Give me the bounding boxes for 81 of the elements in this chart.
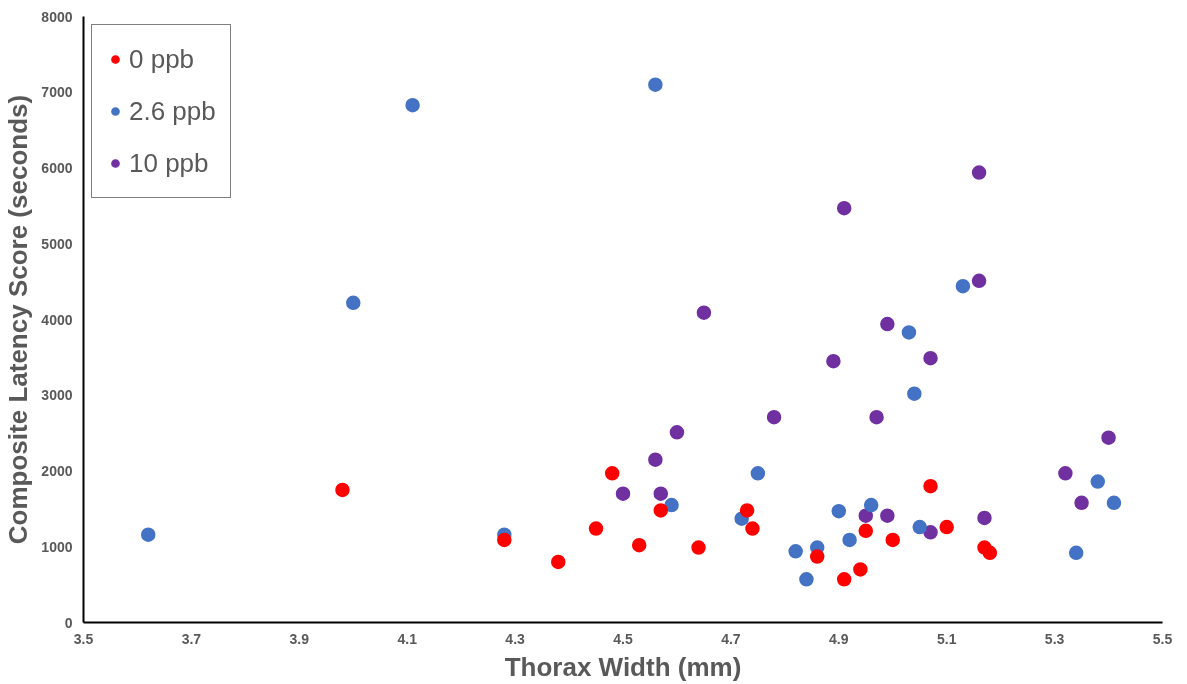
y-tick-label: 0 bbox=[64, 614, 73, 631]
point bbox=[750, 466, 766, 481]
point bbox=[405, 97, 420, 113]
point bbox=[901, 325, 917, 340]
point bbox=[604, 466, 620, 481]
point bbox=[631, 538, 647, 553]
point bbox=[1058, 466, 1073, 481]
point bbox=[863, 497, 879, 513]
point bbox=[971, 165, 987, 180]
point bbox=[923, 478, 938, 494]
point bbox=[923, 350, 938, 366]
point bbox=[1101, 430, 1116, 445]
point bbox=[766, 409, 782, 425]
y-tick-label: 8000 bbox=[41, 8, 73, 25]
point bbox=[923, 525, 938, 540]
x-tick-label: 4.5 bbox=[613, 630, 633, 647]
x-tick-label: 3.9 bbox=[289, 630, 310, 647]
point bbox=[955, 278, 971, 294]
point bbox=[696, 305, 712, 320]
x-tick-label: 5.3 bbox=[1044, 630, 1065, 647]
point bbox=[1068, 545, 1084, 561]
point bbox=[971, 273, 987, 289]
x-tick-label: 4.3 bbox=[505, 630, 526, 647]
point bbox=[653, 503, 669, 518]
point bbox=[858, 523, 874, 539]
point bbox=[939, 519, 954, 535]
point bbox=[977, 510, 992, 526]
x-tick-label: 4.9 bbox=[829, 630, 849, 647]
point bbox=[691, 540, 706, 555]
y-axis-title: Composite Latency Score (seconds) bbox=[3, 94, 34, 545]
x-tick-label: 5.5 bbox=[1152, 630, 1173, 647]
point bbox=[1106, 495, 1122, 511]
point bbox=[836, 200, 852, 216]
x-tick-label: 4.1 bbox=[397, 630, 418, 647]
point bbox=[588, 521, 604, 536]
point bbox=[880, 508, 895, 523]
point bbox=[842, 532, 857, 548]
point bbox=[912, 519, 927, 535]
y-tick-label: 1000 bbox=[41, 538, 73, 555]
y-tick-label: 2000 bbox=[41, 463, 73, 479]
y-tick-label: 3000 bbox=[41, 387, 73, 404]
point bbox=[836, 572, 852, 587]
point bbox=[799, 572, 814, 587]
x-tick-label: 5.1 bbox=[936, 630, 957, 647]
point bbox=[140, 527, 156, 542]
point bbox=[346, 295, 361, 311]
point bbox=[551, 554, 566, 570]
point bbox=[648, 452, 663, 467]
point bbox=[1090, 474, 1106, 489]
point bbox=[809, 549, 825, 564]
point bbox=[831, 503, 847, 519]
point bbox=[1074, 495, 1089, 511]
y-tick-label: 7000 bbox=[41, 84, 73, 101]
x-axis-title: Thorax Width (mm) bbox=[504, 651, 742, 682]
point bbox=[745, 521, 760, 536]
legend-label: 2.6 ppb bbox=[129, 94, 216, 128]
point bbox=[885, 532, 900, 548]
legend-label: 10 ppb bbox=[129, 146, 209, 180]
y-tick-label: 4000 bbox=[41, 311, 73, 328]
point bbox=[664, 497, 679, 513]
y-tick-label: 6000 bbox=[41, 160, 73, 176]
point bbox=[497, 532, 512, 548]
point bbox=[880, 316, 895, 332]
point bbox=[982, 545, 998, 561]
point bbox=[615, 486, 631, 501]
x-tick-label: 3.5 bbox=[73, 630, 94, 647]
legend-label: 0 ppb bbox=[129, 42, 195, 76]
x-tick-label: 4.7 bbox=[721, 630, 741, 647]
point bbox=[826, 353, 841, 369]
point bbox=[869, 409, 884, 425]
point bbox=[907, 386, 922, 401]
point bbox=[335, 482, 350, 498]
x-tick-label: 3.7 bbox=[181, 630, 202, 647]
point bbox=[669, 425, 685, 440]
point bbox=[653, 486, 669, 501]
point bbox=[648, 77, 663, 92]
point bbox=[739, 503, 755, 518]
point bbox=[858, 508, 874, 523]
point bbox=[853, 562, 868, 577]
point bbox=[788, 544, 803, 559]
y-tick-label: 5000 bbox=[41, 235, 73, 252]
